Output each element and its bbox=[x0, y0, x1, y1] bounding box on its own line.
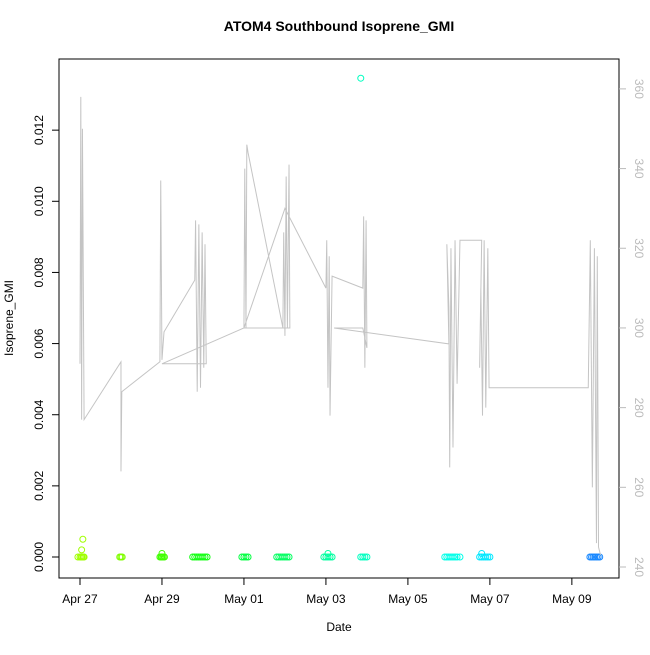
point bbox=[359, 553, 367, 561]
point bbox=[199, 553, 207, 561]
chart-title: ATOM4 Southbound Isoprene_GMI bbox=[224, 18, 454, 34]
point bbox=[453, 553, 461, 561]
y-tick-label: 0.000 bbox=[32, 542, 46, 572]
point bbox=[201, 553, 209, 561]
point bbox=[324, 549, 332, 557]
y-tick-label: 0.004 bbox=[32, 399, 46, 429]
y2-tick-label: 300 bbox=[632, 318, 646, 338]
point bbox=[357, 74, 365, 82]
y2-tick-label: 360 bbox=[632, 79, 646, 99]
point bbox=[449, 553, 457, 561]
point bbox=[203, 553, 211, 561]
y-tick-label: 0.012 bbox=[32, 115, 46, 145]
plot-frame bbox=[58, 58, 620, 579]
point bbox=[482, 553, 490, 561]
point bbox=[363, 553, 371, 561]
x-tick-label: May 07 bbox=[470, 592, 510, 606]
y-tick-label: 0.006 bbox=[32, 328, 46, 358]
line bbox=[79, 96, 602, 556]
point bbox=[324, 553, 332, 561]
point bbox=[160, 553, 168, 561]
point bbox=[326, 553, 334, 561]
point bbox=[484, 553, 492, 561]
point bbox=[283, 553, 291, 561]
y-tick-label: 0.002 bbox=[32, 471, 46, 501]
y2-tick-label: 280 bbox=[632, 398, 646, 418]
point bbox=[596, 553, 604, 561]
x-tick-label: May 09 bbox=[552, 592, 592, 606]
point bbox=[451, 553, 459, 561]
point bbox=[285, 553, 293, 561]
point bbox=[242, 553, 250, 561]
point bbox=[486, 553, 494, 561]
point bbox=[78, 546, 86, 554]
point bbox=[328, 553, 336, 561]
x-axis-label: Date bbox=[326, 620, 352, 634]
x-tick-label: Apr 29 bbox=[144, 592, 180, 606]
x-tick-label: May 01 bbox=[224, 592, 264, 606]
x-tick-label: May 05 bbox=[388, 592, 428, 606]
x-tick-label: Apr 27 bbox=[62, 592, 98, 606]
y-axis-label: Isoprene_GMI bbox=[2, 280, 16, 356]
point bbox=[244, 553, 252, 561]
point bbox=[361, 553, 369, 561]
point bbox=[79, 535, 87, 543]
point bbox=[281, 553, 289, 561]
point bbox=[118, 553, 126, 561]
x-tick-label: May 03 bbox=[306, 592, 346, 606]
y2-tick-label: 340 bbox=[632, 159, 646, 179]
y2-tick-label: 320 bbox=[632, 238, 646, 258]
point bbox=[80, 553, 88, 561]
y-tick-label: 0.010 bbox=[32, 186, 46, 216]
point bbox=[478, 549, 486, 557]
point bbox=[456, 553, 464, 561]
y-tick-label: 0.008 bbox=[32, 257, 46, 287]
point bbox=[240, 553, 248, 561]
y2-tick-label: 240 bbox=[632, 557, 646, 577]
point bbox=[158, 549, 166, 557]
y2-tick-label: 260 bbox=[632, 477, 646, 497]
